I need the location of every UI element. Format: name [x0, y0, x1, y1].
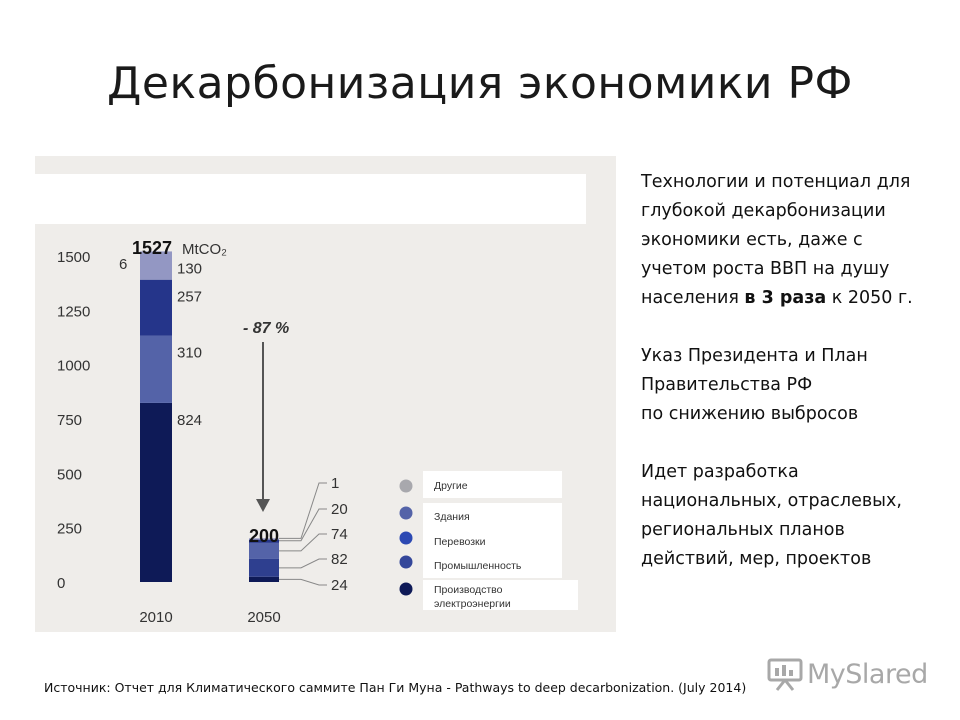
point-plans: Идет разработка национальных, отраслевых… [641, 458, 951, 574]
segment-value-label: 20 [331, 501, 348, 518]
legend-label: Производство [434, 584, 503, 596]
bar-segment [140, 279, 172, 336]
point-technology-line: учетом роста ВВП на душу [641, 259, 890, 279]
key-points: Технологии и потенциал для глубокой дека… [641, 168, 951, 603]
bar-segment [249, 538, 279, 540]
leader-line [279, 508, 327, 542]
point-technology-line-last: населения в 3 раза к 2050 г. [641, 284, 951, 313]
legend-swatch [399, 582, 413, 596]
leader-line [279, 558, 327, 569]
leader-line [279, 533, 327, 552]
y-tick-label: 0 [57, 575, 65, 592]
logo[interactable]: MySlared [767, 654, 942, 694]
legend-box [423, 580, 578, 610]
legend-box [423, 503, 562, 578]
segment-value-label: 82 [331, 551, 348, 568]
segment-value-label: 130 [177, 260, 202, 277]
bar-segment [249, 576, 279, 582]
point-text: к 2050 г. [826, 288, 913, 308]
point-plans-line: региональных планов [641, 520, 845, 540]
legend-box [423, 471, 562, 498]
slide-title: Декарбонизация экономики РФ [107, 58, 853, 109]
point-plans-line: Идет разработка [641, 462, 799, 482]
leader-line [279, 482, 327, 539]
bar-segment [249, 538, 279, 543]
legend-label: электроэнергии [434, 598, 511, 610]
point-plans-line: действий, мер, проектов [641, 549, 872, 569]
point-technology: Технологии и потенциал для глубокой дека… [641, 168, 951, 313]
source-note: Источник: Отчет для Климатического самми… [44, 680, 747, 695]
chart-header-band [35, 174, 586, 224]
total-label-2010: 1527 [132, 238, 172, 258]
segment-value-label: 24 [331, 577, 348, 594]
y-tick-label: 1250 [57, 303, 90, 320]
legend-label: Перевозки [434, 536, 486, 548]
reduction-label: - 87 % [243, 320, 289, 337]
legend-label: Здания [434, 511, 470, 523]
legend-label: Другие [434, 480, 468, 492]
reduction-arrow-head [256, 499, 270, 512]
logo-text: MySlared [807, 658, 928, 690]
y-tick-label: 500 [57, 466, 82, 483]
total-label-2050: 200 [249, 526, 279, 546]
bar-segment [249, 558, 279, 577]
point-emphasis: в 3 раза [744, 288, 827, 308]
x-tick-label: 2010 [139, 609, 172, 626]
y-tick-label: 750 [57, 412, 82, 429]
segment-value-label: 824 [177, 412, 202, 429]
legend-swatch [399, 479, 413, 493]
misc-label: 6 [119, 256, 127, 273]
chart-panel: 1500 1250 1000 750 500 250 0 2010 2050 824 310 257 1… [35, 156, 616, 632]
y-tick-label: 1000 [57, 358, 90, 375]
legend-swatch [399, 531, 413, 545]
point-decree-line: Правительства РФ [641, 375, 813, 395]
point-text: населения [641, 288, 745, 308]
segment-value-label: 1 [331, 475, 339, 492]
legend-label: Промышленность [434, 560, 522, 572]
y-tick-label: 1500 [57, 249, 90, 266]
segment-value-label: 310 [177, 345, 202, 362]
point-plans-line: национальных, отраслевых, [641, 491, 902, 511]
leader-line [279, 578, 327, 586]
y-tick-label: 250 [57, 521, 82, 538]
presentation-board-icon [767, 658, 803, 691]
legend-swatch [399, 506, 413, 520]
point-decree-line: Указ Президента и План [641, 346, 868, 366]
stacked-bar-chart: 1500 1250 1000 750 500 250 0 2010 2050 824 310 257 1… [35, 174, 586, 626]
point-decree: Указ Президента и План Правительства РФ … [641, 342, 951, 429]
point-technology-line: глубокой декарбонизации [641, 201, 886, 221]
bar-segment [140, 251, 172, 280]
x-tick-label: 2050 [247, 609, 280, 626]
bar-segment [140, 402, 172, 582]
unit-label: MtCO₂ [182, 241, 227, 258]
point-technology-line: экономики есть, даже с [641, 230, 863, 250]
segment-value-label: 74 [331, 526, 348, 543]
legend-swatch [399, 555, 413, 569]
point-decree-line: по снижению выбросов [641, 404, 859, 424]
bar-segment [140, 335, 172, 403]
segment-value-label: 257 [177, 289, 202, 306]
bar-segment [249, 542, 279, 559]
point-technology-line: Технологии и потенциал для [641, 172, 911, 192]
